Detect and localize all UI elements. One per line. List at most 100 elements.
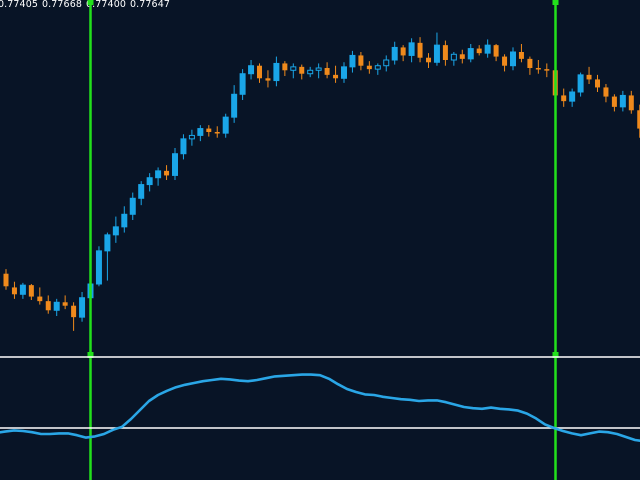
marker-handle[interactable] [552,0,559,5]
candle [577,72,584,97]
candle-body [603,87,609,97]
candle-body [222,116,229,134]
candle-body [188,134,195,140]
candle-body [586,74,592,80]
marker-handle[interactable] [552,352,559,358]
candle [19,282,26,299]
candle [239,69,246,100]
candle [104,232,111,281]
candle [231,85,238,123]
candle [611,94,617,112]
candle-body [577,74,584,93]
candle-body [307,69,314,75]
candle-body [214,132,220,134]
candle [62,295,68,310]
candle-body [502,56,508,66]
candle-body [45,301,51,311]
candle-body [138,184,145,199]
candle [11,281,17,299]
candle [79,292,86,322]
candle-body [442,45,448,60]
candle [628,90,634,114]
candle-body [611,96,617,107]
candle-body [358,55,364,66]
candle [493,44,499,62]
candle-body [79,297,86,318]
candle [3,269,9,290]
candle [476,45,482,56]
candle [561,88,567,107]
candle [366,61,372,74]
candle [155,167,162,186]
candle-body [535,68,541,70]
candle-body [172,153,178,176]
candle [426,53,431,68]
candle [180,134,187,160]
candle [349,50,356,73]
candle-body [595,79,600,88]
candle-body [324,68,330,75]
candle [417,37,423,63]
candle-body [561,95,567,102]
candle-body [121,213,128,228]
candle-body [129,197,136,215]
candle-body [28,285,34,297]
marker-handle[interactable] [87,352,94,358]
candle-body [383,59,390,67]
candle [172,148,178,180]
candle [299,64,305,80]
indicator-subwindow [0,356,640,442]
candle-body [112,226,119,236]
candle-body [493,45,499,57]
candle [197,125,204,142]
candle-body [341,66,347,79]
candle [535,60,541,74]
candle-body [53,301,60,311]
candle [53,298,60,316]
candle [290,63,297,79]
candle-body [95,250,102,285]
candle-body [273,62,280,82]
candle [408,38,415,63]
candle [121,206,128,233]
ohlc-low: 0.77400 [86,0,126,10]
candle [307,66,314,78]
candle [467,44,474,63]
candle [315,63,322,79]
ohlc-high: 0.77668 [42,0,82,10]
candle [28,284,34,300]
vertical-markers-group[interactable] [87,0,559,480]
candle [544,63,550,78]
candle [248,60,255,80]
candle [146,173,153,192]
candle-body [11,287,17,295]
candle [518,44,524,63]
candle [273,56,280,87]
candle [138,181,145,206]
candle [324,62,330,79]
candle-body [417,42,423,58]
candle [484,39,491,58]
candle [282,61,288,76]
candle-body [146,177,153,186]
candle [527,56,533,75]
candle [164,165,170,180]
candle [95,246,102,287]
candle-body [366,65,372,70]
candle-body [282,63,288,71]
candle [129,192,136,220]
candle [214,126,220,138]
candle [400,45,406,62]
candle-body [180,138,187,155]
candle-body [619,94,626,108]
candle [37,287,43,305]
candle-body [239,73,246,95]
candle [391,41,398,65]
candle-body [248,65,255,75]
candle-body [433,44,440,63]
candle-body [374,65,381,70]
candle [206,125,212,137]
marker-handle[interactable] [87,0,94,5]
